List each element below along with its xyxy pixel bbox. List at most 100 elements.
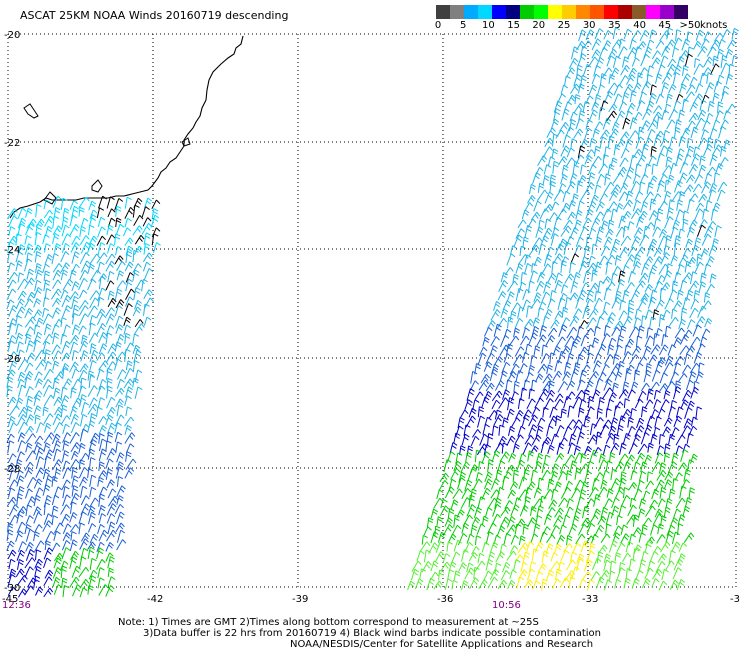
wind-barb bbox=[34, 349, 46, 361]
wind-barb bbox=[588, 487, 599, 498]
wind-barb bbox=[690, 453, 698, 464]
wind-barb bbox=[640, 382, 650, 392]
wind-barb bbox=[24, 326, 34, 337]
wind-barb bbox=[493, 301, 501, 311]
wind-barb bbox=[705, 283, 715, 294]
wind-barb bbox=[98, 529, 109, 542]
wind-barb bbox=[142, 252, 153, 263]
wind-barb bbox=[78, 385, 87, 398]
wind-barb bbox=[661, 333, 669, 347]
wind-barb bbox=[124, 237, 134, 246]
wind-barb bbox=[620, 495, 631, 507]
wind-barb bbox=[90, 269, 101, 282]
wind-barb bbox=[531, 407, 541, 417]
wind-barb bbox=[634, 191, 644, 201]
wind-barb bbox=[115, 398, 124, 408]
wind-barb bbox=[669, 162, 678, 175]
wind-barb bbox=[564, 480, 573, 491]
wind-barb bbox=[607, 425, 617, 436]
wind-barb bbox=[25, 450, 37, 462]
wind-barb bbox=[483, 327, 493, 337]
wind-barb bbox=[125, 250, 133, 263]
wind-barb bbox=[580, 45, 588, 58]
wind-barb bbox=[107, 576, 116, 587]
wind-barb bbox=[665, 560, 675, 571]
wind-barb bbox=[25, 504, 33, 516]
wind-barb bbox=[79, 363, 89, 373]
wind-barb bbox=[124, 395, 132, 407]
wind-barb bbox=[634, 280, 646, 292]
wind-barb bbox=[703, 263, 712, 276]
wind-barb bbox=[24, 316, 36, 328]
wind-barb bbox=[651, 50, 661, 60]
wind-barb bbox=[650, 84, 657, 96]
wind-barb bbox=[516, 576, 525, 589]
wind-barb bbox=[582, 306, 591, 319]
wind-barb bbox=[629, 154, 638, 168]
wind-barb bbox=[511, 302, 521, 312]
legend-tick-label: 45 bbox=[658, 20, 672, 31]
wind-barb bbox=[52, 576, 61, 588]
wind-barb bbox=[635, 362, 644, 374]
wind-barb bbox=[660, 252, 671, 265]
wind-barb bbox=[603, 301, 611, 312]
wind-barb bbox=[475, 471, 483, 482]
wind-barb bbox=[575, 296, 584, 309]
wind-barb bbox=[603, 324, 611, 337]
wind-barb bbox=[633, 488, 643, 501]
wind-barb bbox=[673, 300, 683, 310]
wind-barb bbox=[482, 423, 490, 435]
wind-barb bbox=[646, 182, 654, 195]
wind-barb bbox=[506, 516, 516, 528]
wind-barb bbox=[629, 90, 637, 102]
wind-barb bbox=[7, 279, 17, 290]
wind-barb bbox=[487, 433, 494, 446]
wind-barb bbox=[621, 264, 630, 275]
wind-barb bbox=[731, 55, 739, 66]
wind-barb bbox=[627, 246, 637, 257]
wind-barb bbox=[708, 189, 717, 202]
wind-barb bbox=[78, 466, 89, 479]
wind-barb bbox=[106, 529, 117, 542]
wind-barb bbox=[16, 475, 25, 487]
wind-barb bbox=[675, 497, 686, 509]
wind-barb bbox=[714, 225, 722, 238]
wind-barb bbox=[655, 561, 666, 573]
wind-barb bbox=[80, 532, 90, 542]
wind-barb bbox=[564, 273, 575, 284]
wind-barb bbox=[124, 432, 136, 444]
legend-swatch bbox=[464, 5, 478, 19]
wind-barb bbox=[720, 54, 728, 69]
wind-barb bbox=[685, 238, 694, 248]
wind-barb bbox=[15, 251, 24, 263]
wind-barb bbox=[683, 418, 693, 429]
wind-barb bbox=[681, 38, 691, 51]
wind-barb bbox=[532, 172, 541, 185]
wind-barb bbox=[461, 522, 470, 534]
wind-barb bbox=[52, 440, 62, 453]
wind-barb bbox=[671, 452, 679, 464]
wind-barb bbox=[489, 345, 498, 357]
wind-barb bbox=[436, 489, 444, 500]
wind-barb bbox=[646, 327, 654, 339]
wind-barb bbox=[60, 513, 71, 526]
wind-barb bbox=[34, 565, 42, 577]
wind-barb bbox=[643, 345, 652, 357]
wind-barb bbox=[654, 415, 662, 428]
wind-barb bbox=[647, 560, 655, 572]
wind-barb bbox=[648, 354, 658, 364]
wind-barb bbox=[589, 542, 596, 553]
wind-barb bbox=[701, 328, 711, 338]
latitude-label: -28 bbox=[4, 464, 20, 475]
wind-barb bbox=[655, 40, 665, 49]
wind-barb bbox=[69, 459, 80, 471]
wind-barb bbox=[638, 297, 648, 310]
wind-barb bbox=[695, 202, 704, 212]
wind-barb bbox=[497, 579, 508, 590]
wind-barb bbox=[537, 563, 547, 573]
wind-barb bbox=[61, 479, 71, 490]
wind-barb bbox=[44, 225, 53, 237]
wind-barb bbox=[7, 586, 17, 596]
wind-barb bbox=[570, 368, 580, 381]
wind-barb bbox=[502, 417, 509, 427]
